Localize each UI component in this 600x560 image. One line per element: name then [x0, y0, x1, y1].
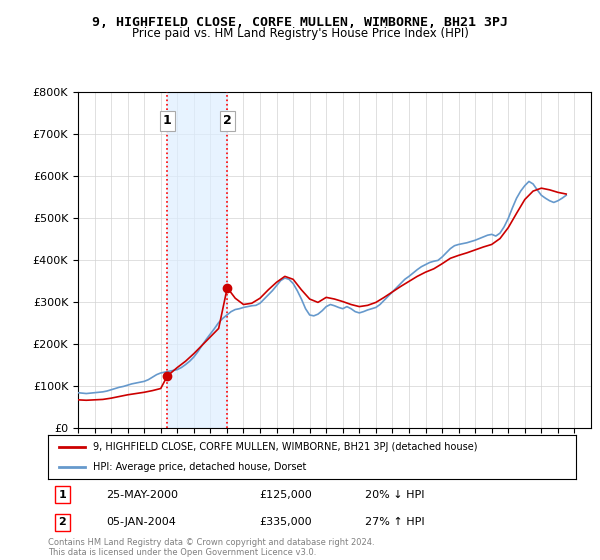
Text: 20% ↓ HPI: 20% ↓ HPI	[365, 490, 424, 500]
Text: 05-JAN-2004: 05-JAN-2004	[106, 517, 176, 527]
Text: Contains HM Land Registry data © Crown copyright and database right 2024.
This d: Contains HM Land Registry data © Crown c…	[48, 538, 374, 557]
Text: £335,000: £335,000	[259, 517, 312, 527]
Text: £125,000: £125,000	[259, 490, 312, 500]
Text: 25-MAY-2000: 25-MAY-2000	[106, 490, 178, 500]
Text: 1: 1	[163, 114, 172, 128]
Text: 2: 2	[223, 114, 232, 128]
Text: 2: 2	[59, 517, 67, 527]
Text: Price paid vs. HM Land Registry's House Price Index (HPI): Price paid vs. HM Land Registry's House …	[131, 27, 469, 40]
Text: 27% ↑ HPI: 27% ↑ HPI	[365, 517, 424, 527]
Text: 1: 1	[59, 490, 67, 500]
Text: 9, HIGHFIELD CLOSE, CORFE MULLEN, WIMBORNE, BH21 3PJ: 9, HIGHFIELD CLOSE, CORFE MULLEN, WIMBOR…	[92, 16, 508, 29]
Text: HPI: Average price, detached house, Dorset: HPI: Average price, detached house, Dors…	[93, 462, 306, 472]
Text: 9, HIGHFIELD CLOSE, CORFE MULLEN, WIMBORNE, BH21 3PJ (detached house): 9, HIGHFIELD CLOSE, CORFE MULLEN, WIMBOR…	[93, 442, 478, 452]
Bar	[167, 92, 227, 428]
